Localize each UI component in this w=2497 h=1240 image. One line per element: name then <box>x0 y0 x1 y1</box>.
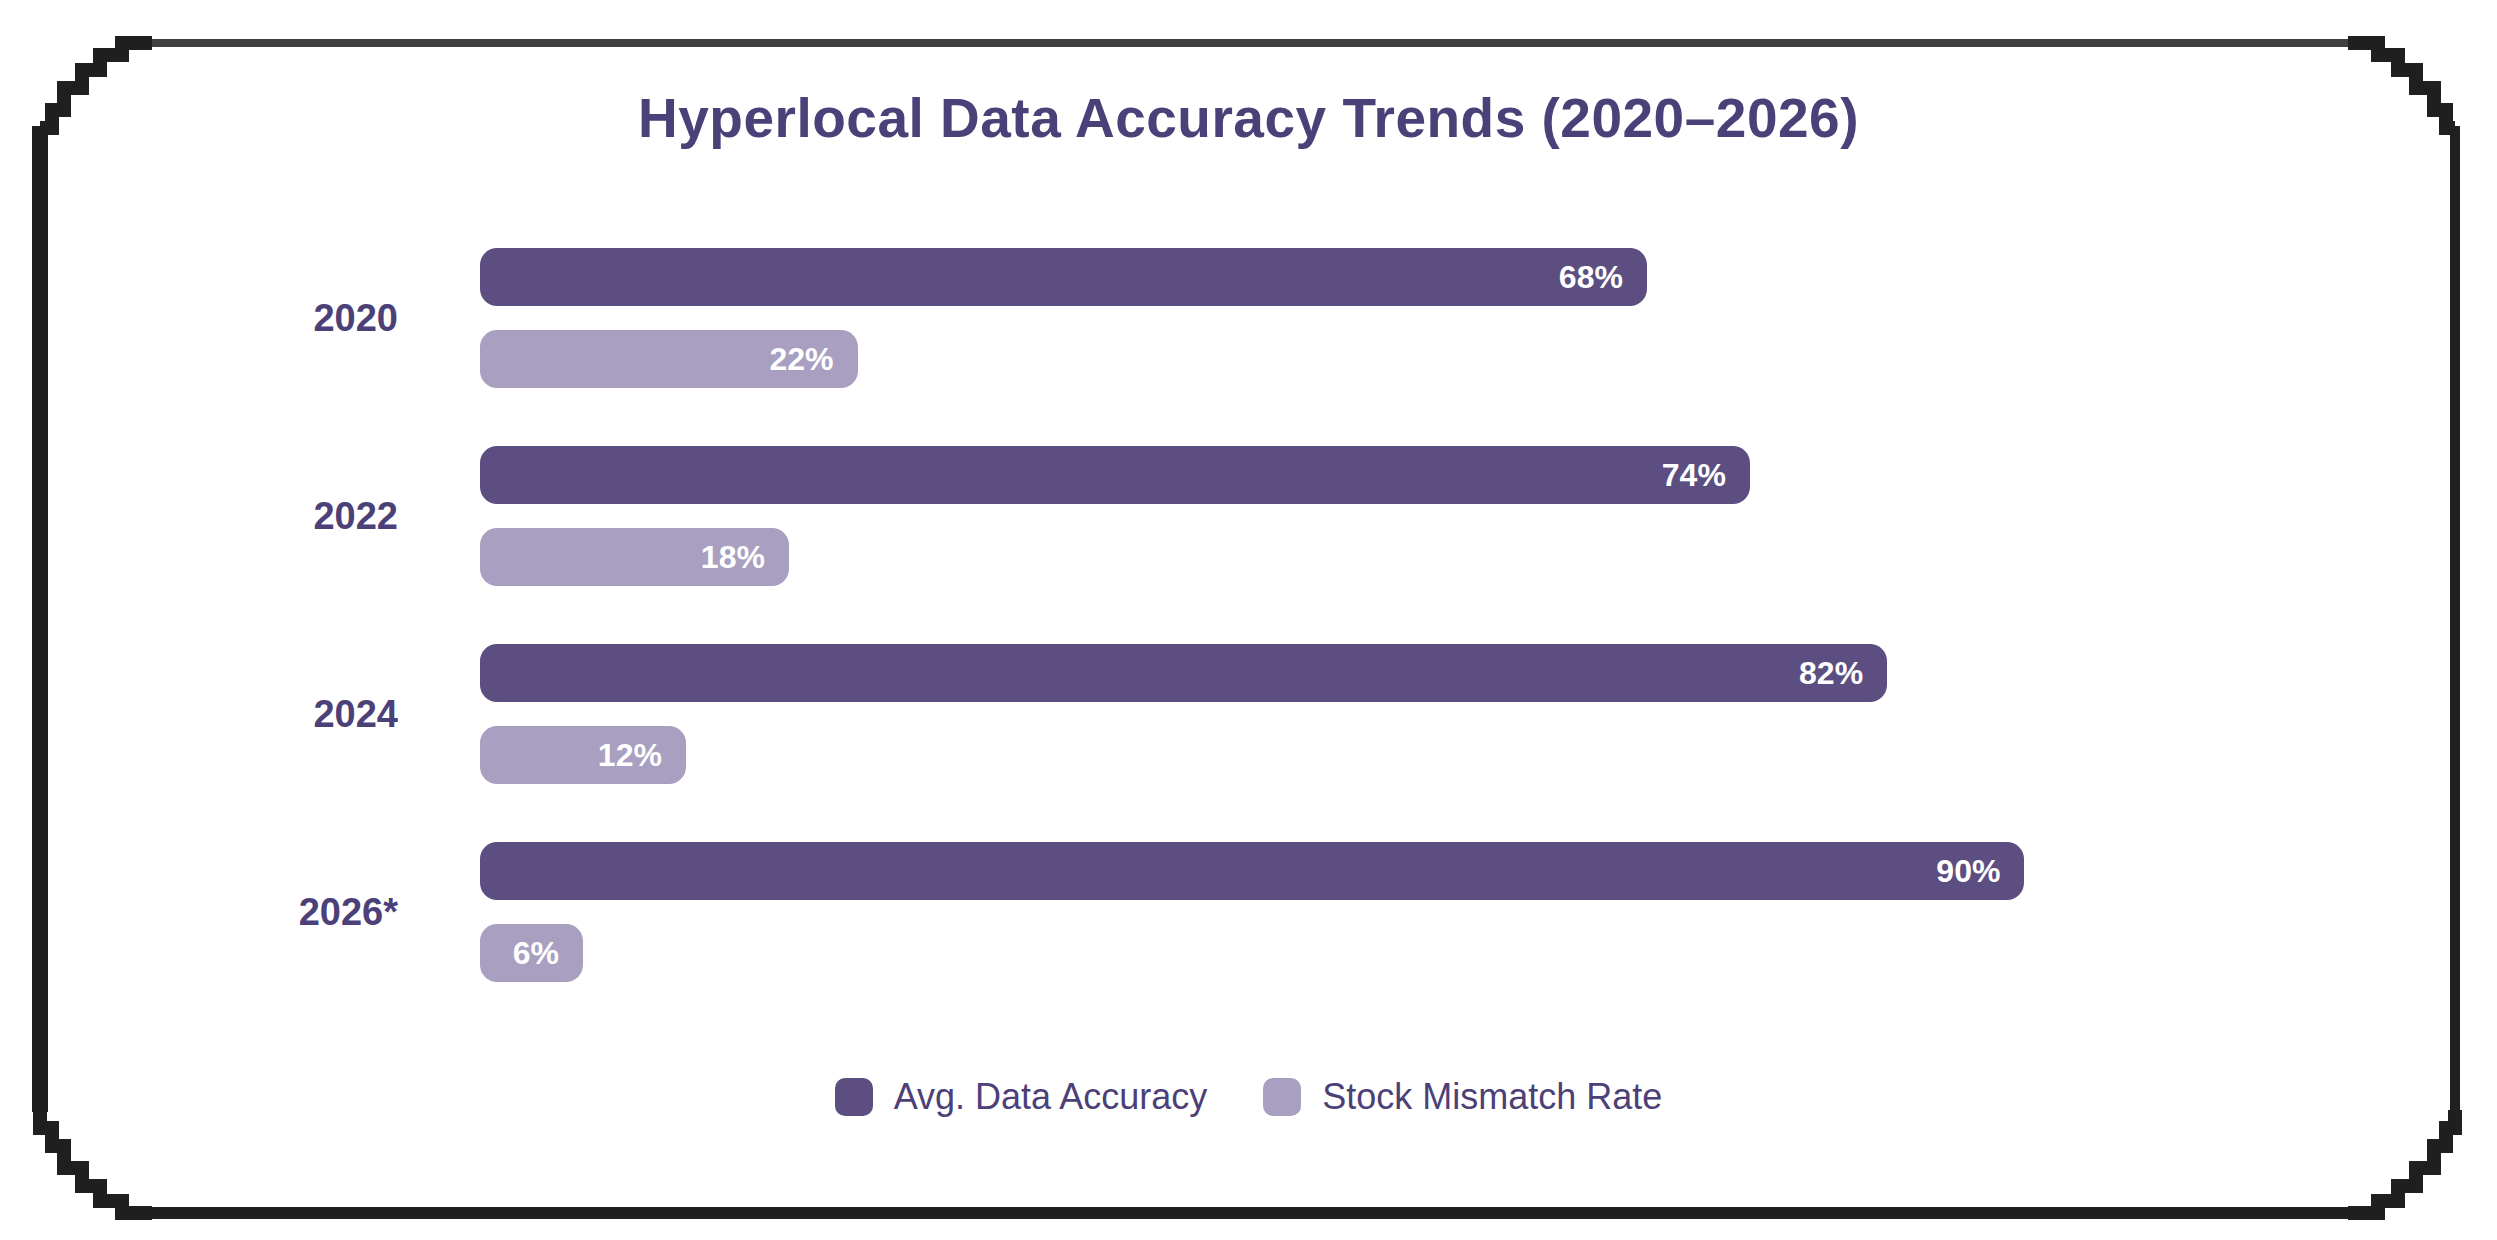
bar-value-label: 22% <box>769 341 833 378</box>
bar-avg-accuracy: 90% <box>480 842 2024 900</box>
bar-track: 68% <box>480 248 2196 306</box>
bar-value-label: 18% <box>701 539 765 576</box>
bar-stock-mismatch: 18% <box>480 528 789 586</box>
bar-chart: 2020 68% 22% 2022 74% 18% <box>480 248 2196 1040</box>
chart-title: Hyperlocal Data Accuracy Trends (2020–20… <box>0 86 2497 150</box>
bar-value-label: 74% <box>1662 457 1726 494</box>
category-label: 2022 <box>138 495 398 538</box>
bar-track: 6% <box>480 924 2196 982</box>
bar-avg-accuracy: 68% <box>480 248 1647 306</box>
bar-avg-accuracy: 74% <box>480 446 1750 504</box>
bar-track: 90% <box>480 842 2196 900</box>
legend: Avg. Data Accuracy Stock Mismatch Rate <box>0 1076 2497 1118</box>
legend-label: Avg. Data Accuracy <box>894 1076 1208 1118</box>
bar-stock-mismatch: 22% <box>480 330 858 388</box>
legend-label: Stock Mismatch Rate <box>1322 1076 1662 1118</box>
legend-item-stock-mismatch: Stock Mismatch Rate <box>1263 1076 1662 1118</box>
bar-group-2026: 2026* 90% 6% <box>480 842 2196 982</box>
bar-value-label: 68% <box>1559 259 1623 296</box>
bar-value-label: 82% <box>1799 655 1863 692</box>
bar-track: 18% <box>480 528 2196 586</box>
legend-item-avg-accuracy: Avg. Data Accuracy <box>835 1076 1208 1118</box>
bar-value-label: 6% <box>513 935 559 972</box>
bar-group-2022: 2022 74% 18% <box>480 446 2196 586</box>
legend-swatch-avg-accuracy-icon <box>835 1078 873 1116</box>
bar-track: 12% <box>480 726 2196 784</box>
bar-avg-accuracy: 82% <box>480 644 1887 702</box>
bar-group-2020: 2020 68% 22% <box>480 248 2196 388</box>
bar-track: 82% <box>480 644 2196 702</box>
bar-group-2024: 2024 82% 12% <box>480 644 2196 784</box>
bar-stock-mismatch: 6% <box>480 924 583 982</box>
bar-value-label: 12% <box>598 737 662 774</box>
category-label: 2026* <box>138 891 398 934</box>
bar-track: 22% <box>480 330 2196 388</box>
category-label: 2024 <box>138 693 398 736</box>
bar-stock-mismatch: 12% <box>480 726 686 784</box>
bar-value-label: 90% <box>1936 853 2000 890</box>
category-label: 2020 <box>138 297 398 340</box>
legend-swatch-stock-mismatch-icon <box>1263 1078 1301 1116</box>
bar-track: 74% <box>480 446 2196 504</box>
chart-page: Hyperlocal Data Accuracy Trends (2020–20… <box>0 0 2497 1240</box>
